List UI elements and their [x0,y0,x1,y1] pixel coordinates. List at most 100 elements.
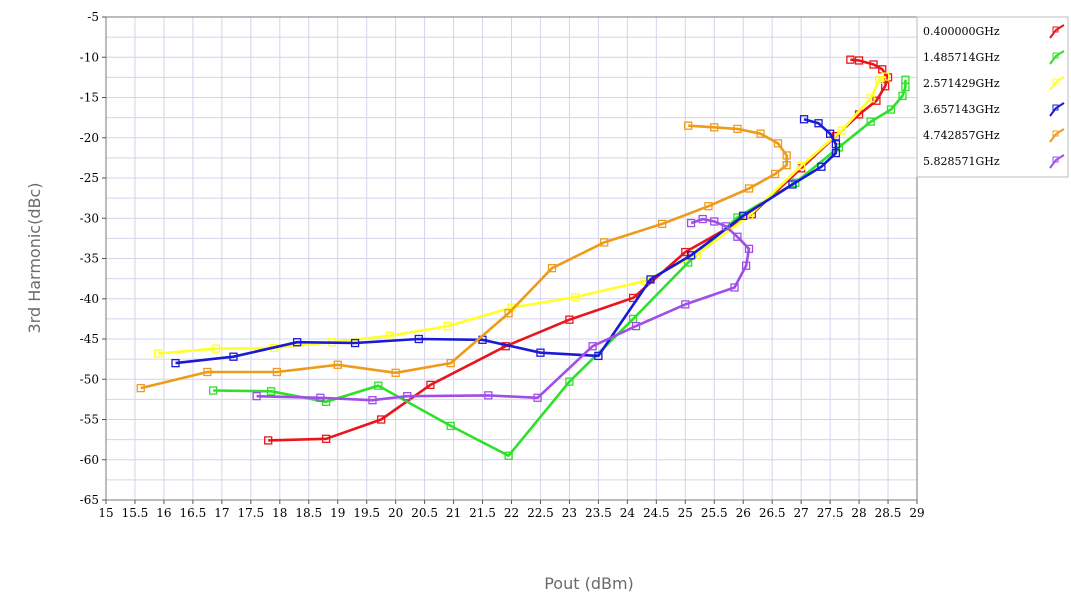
series-marker [229,352,238,361]
series-marker [571,292,580,302]
y-axis-title: 3rd Harmonic(dBc) [25,182,44,333]
series-marker [391,368,400,377]
y-tick-label: -55 [80,413,99,427]
series-marker [782,151,791,160]
x-tick-label: 22.5 [527,506,554,520]
series-marker [796,161,806,171]
legend: 0.400000GHz 1.485714GHz 2.571429GHz 3.65714… [916,16,1069,178]
x-tick-label: 22 [504,506,519,520]
legend-label: 3.657143GHz [923,103,1000,116]
series-marker [880,72,890,81]
series-marker [831,148,841,158]
series-4 [136,121,791,393]
legend-swatch-marker [1052,78,1059,85]
series-marker [565,315,574,324]
legend-label: 2.571429GHz [923,77,1000,90]
y-tick-label: -50 [80,372,99,386]
series-marker [536,348,545,357]
series-marker [814,119,823,128]
series-marker [686,218,696,228]
series-marker [293,338,302,347]
series-layer [136,55,910,460]
legend-swatch-marker [1052,156,1059,163]
series-5 [252,214,754,405]
y-tick-label: -25 [80,171,99,185]
series-marker [744,244,754,253]
x-tick-label: 26.5 [759,506,786,520]
series-marker [721,222,730,231]
series-marker [403,392,412,401]
legend-swatch [1049,102,1065,117]
x-tick-label: 18.5 [295,506,322,520]
series-marker [739,211,748,220]
series-marker [266,387,276,396]
series-marker [770,169,780,179]
series-marker [773,139,783,148]
series-marker [316,393,325,402]
x-tick-label: 25 [678,506,693,520]
legend-swatch-marker [1052,130,1059,137]
legend-swatch-marker [1052,52,1059,59]
series-marker [446,421,455,431]
series-marker [350,338,360,348]
x-tick-label: 20 [388,506,403,520]
series-marker [869,60,878,69]
series-marker [377,415,386,424]
series-marker [209,386,218,395]
x-tick-label: 26 [736,506,751,520]
series-marker [426,380,435,390]
series-line [157,75,886,355]
y-tick-label: -60 [80,453,99,467]
y-tick-label: -10 [80,50,99,64]
x-tick-label: 24 [620,506,636,520]
ticks: 15 15.5 16 16.5 17 17.5 18 18.5 19 19.5 20 20.5 21 21… [80,10,925,520]
legend-label: 5.828571GHz [923,155,1000,168]
series-marker [504,451,513,460]
legend-swatch [1049,128,1065,143]
series-marker [744,184,754,193]
legend-label: 1.485714GHz [923,51,1000,64]
x-tick-label: 19.5 [353,506,380,520]
series-1 [209,75,910,460]
series-marker [799,115,809,124]
series-marker [385,331,395,340]
series-marker [547,264,557,273]
x-tick-label: 24.5 [643,506,670,520]
legend-swatch [1049,24,1065,39]
y-tick-label: -5 [87,10,99,24]
series-marker [854,56,864,65]
series-marker [684,121,693,130]
grid [105,16,918,501]
x-tick-label: 23.5 [585,506,612,520]
x-tick-label: 25.5 [701,506,728,520]
series-marker [171,358,180,368]
x-tick-label: 28 [851,506,866,520]
series-marker [414,334,423,344]
series-marker [710,123,719,132]
series-marker [252,392,261,401]
x-tick-label: 18 [272,506,287,520]
x-tick-label: 23 [562,506,577,520]
series-line [268,58,890,442]
x-tick-label: 17.5 [237,506,264,520]
y-tick-label: -20 [80,131,99,145]
y-tick-label: -35 [80,252,99,266]
series-marker [681,300,690,309]
x-tick-label: 27.5 [817,506,844,520]
x-tick-label: 28.5 [875,506,902,520]
series-marker [594,351,603,361]
x-tick-label: 15 [98,506,113,520]
series-marker [901,75,910,84]
series-marker [788,180,797,189]
x-tick-label: 19 [330,506,345,520]
series-marker [782,160,791,170]
series-marker [272,367,282,377]
y-tick-label: -30 [80,211,99,225]
x-tick-label: 29 [909,506,924,520]
series-marker [264,436,273,445]
series-marker [846,55,855,64]
series-marker [588,342,597,351]
series-line [213,79,907,458]
legend-box [916,16,1069,178]
